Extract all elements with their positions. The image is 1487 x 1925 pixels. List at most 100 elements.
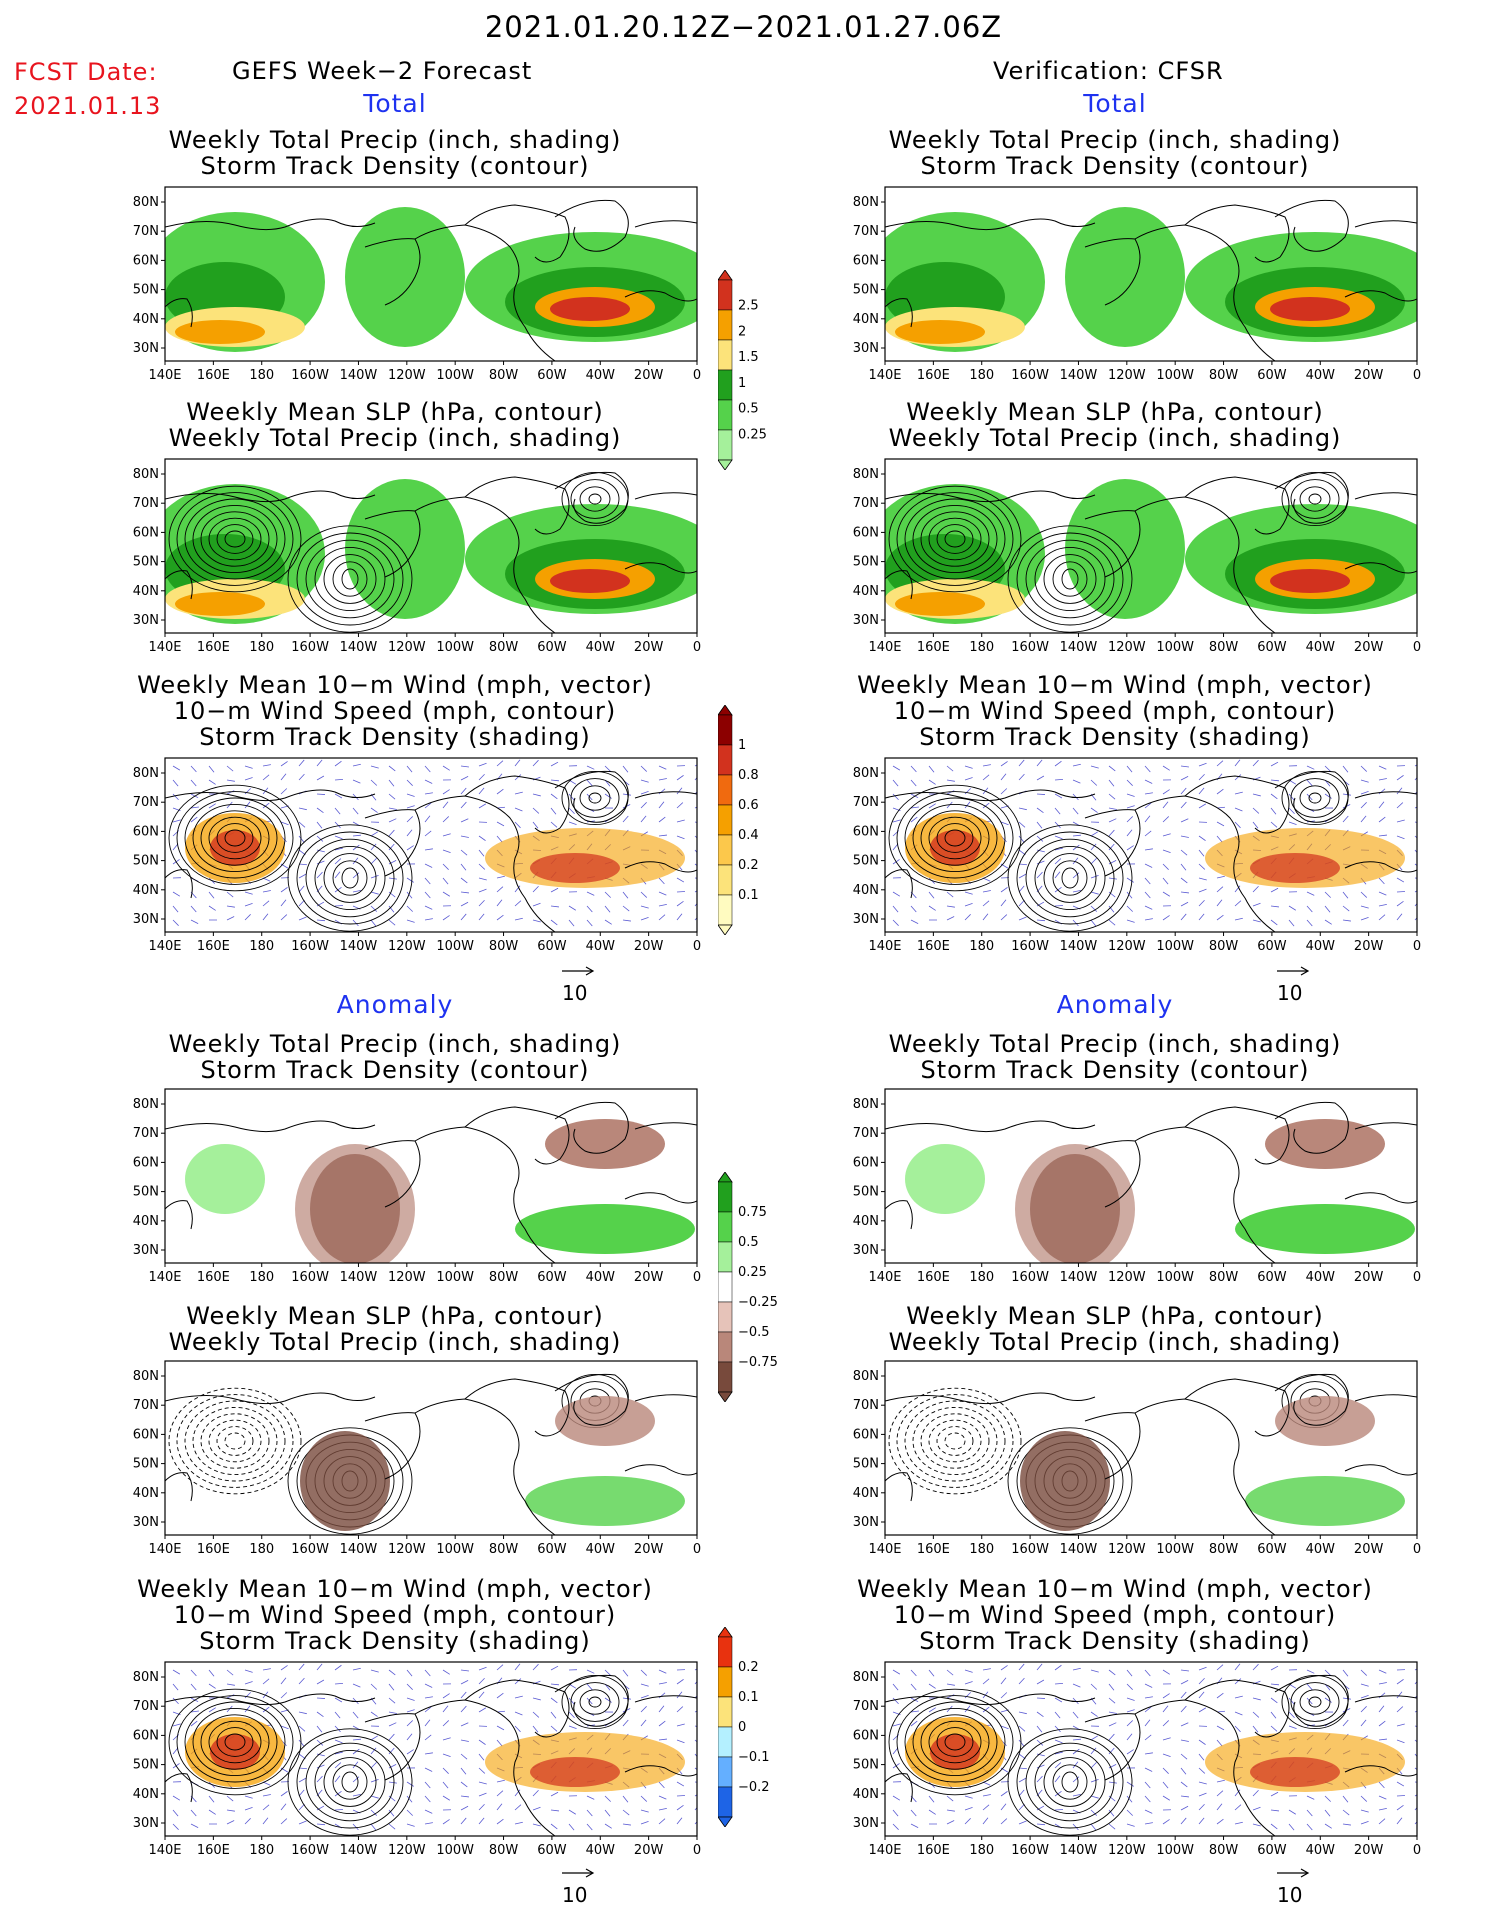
wind-vector [406, 1720, 414, 1727]
wind-vector [280, 773, 287, 781]
wind-vector [424, 1781, 431, 1789]
wind-vector [1036, 1764, 1045, 1769]
colorbar-swatch [717, 744, 733, 776]
wind-vector [478, 1691, 485, 1699]
wind-vector [622, 1823, 631, 1826]
contour-line [1007, 1728, 1133, 1836]
lon-label: 60W [1257, 640, 1287, 655]
wind-vector [1270, 887, 1279, 893]
coastline [464, 775, 570, 834]
wind-vector [172, 891, 181, 897]
wind-vector [1396, 1781, 1405, 1787]
wind-vector [1198, 1677, 1205, 1685]
lon-label: 100W [1156, 1542, 1194, 1557]
wind-vector [676, 1817, 683, 1825]
title-line: Storm Track Density (contour) [200, 152, 590, 180]
wind-vector [1342, 1669, 1349, 1677]
wind-vector [964, 801, 971, 809]
wind-vector [1036, 1697, 1046, 1699]
wind-vector [334, 1762, 342, 1769]
wind-vector [1054, 887, 1062, 893]
wind-vector [460, 818, 469, 823]
coastline [554, 770, 629, 823]
wind-vector [1036, 860, 1045, 865]
track-density-field [930, 1734, 980, 1770]
wind-vector [334, 1697, 343, 1703]
wind-vector [1144, 918, 1153, 921]
wind-vector [244, 777, 253, 781]
lon-label: 160W [291, 640, 329, 655]
wind-vector [892, 793, 899, 801]
wind-vector [910, 1720, 918, 1727]
wind-vector [1414, 835, 1417, 839]
wind-vector [1198, 1767, 1206, 1774]
wind-vector [1054, 1697, 1063, 1703]
wind-vector [460, 1781, 468, 1788]
lon-label: 80W [489, 939, 519, 954]
coastline [1084, 1412, 1141, 1480]
wind-vector [1180, 1767, 1187, 1775]
wind-vector [316, 1739, 324, 1746]
wind-vector [1180, 835, 1189, 838]
wind-vector [226, 916, 235, 921]
wind-vector [1126, 891, 1133, 899]
map-frame [884, 186, 1418, 362]
wind-vector [478, 1666, 487, 1671]
wind-vector [424, 863, 433, 868]
contour-line [928, 1720, 982, 1764]
wind-vector [1324, 765, 1332, 772]
wind-vector [1396, 787, 1403, 795]
wind-vector [1270, 1725, 1278, 1732]
coastline [364, 809, 421, 877]
coastline [1344, 290, 1417, 302]
lat-label: 60N [853, 253, 879, 268]
contour-line [1016, 831, 1124, 925]
contour-line [570, 778, 620, 818]
wind-vector [1036, 919, 1046, 922]
wind-vector [640, 1683, 649, 1687]
wind-vector [406, 1749, 414, 1755]
wind-vector [442, 1781, 449, 1789]
wind-vector [1414, 890, 1417, 893]
wind-vector [640, 1706, 647, 1713]
lat-label: 50N [853, 1457, 879, 1472]
wind-vector [1360, 916, 1369, 921]
anomaly-field [185, 1144, 265, 1214]
wind-vector [658, 1795, 667, 1800]
coastline [464, 1378, 570, 1437]
wind-vector [1126, 845, 1134, 851]
wind-vector [1162, 1767, 1169, 1774]
map-fields [885, 1101, 1417, 1263]
title-line: Storm Track Density (shading) [919, 1627, 1311, 1655]
wind-vector [244, 1795, 253, 1799]
title-gefs-total-wind: Weekly Mean 10−m Wind (mph, vector) 10−m… [120, 672, 670, 750]
wind-vector [1180, 1753, 1188, 1760]
wind-vector [424, 905, 433, 910]
lat-label: 30N [133, 1515, 159, 1530]
wind-vector [1378, 788, 1386, 795]
wind-vector [1414, 1781, 1417, 1783]
wind-vector [910, 1669, 917, 1677]
wind-vector [1396, 775, 1404, 781]
coastline [885, 218, 1096, 231]
wind-vector [1396, 1817, 1403, 1825]
contour-line [1043, 554, 1097, 604]
precip-field [1270, 569, 1350, 593]
wind-vector [190, 1669, 197, 1677]
wind-vector [946, 779, 955, 782]
coastline [1134, 496, 1276, 633]
wind-vector [1216, 1779, 1225, 1783]
lon-label: 160W [1011, 939, 1049, 954]
lat-label: 60N [853, 1155, 879, 1170]
contour-line [1299, 785, 1331, 811]
wind-vector [1018, 1711, 1027, 1715]
wind-vector [478, 888, 487, 893]
wind-vector [1216, 886, 1224, 893]
wind-vector [190, 1720, 198, 1727]
lon-label: 100W [1156, 1270, 1194, 1285]
wind-vector [1324, 1809, 1331, 1817]
colorbar-svg: 10.80.60.40.20.1 [717, 704, 759, 936]
precip-field [345, 207, 465, 347]
